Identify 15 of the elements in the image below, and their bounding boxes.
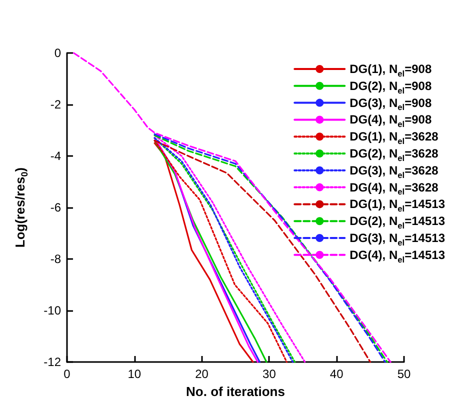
x-tick-label: 30	[262, 367, 276, 381]
y-tick-label: -2	[50, 98, 62, 112]
y-tick-label: -12	[44, 355, 62, 369]
y-tick-label: -4	[50, 149, 62, 163]
x-tick-label: 40	[330, 367, 344, 381]
y-axis-title: Log(res/res0)	[12, 167, 30, 248]
y-tick-label: -6	[50, 200, 62, 214]
x-tick-label: 50	[397, 367, 411, 381]
y-tick-label: -10	[44, 304, 62, 318]
y-tick-label: -8	[50, 252, 62, 266]
x-tick-label: 10	[128, 367, 142, 381]
x-tick-label: 20	[195, 367, 209, 381]
y-tick-label: 0	[54, 46, 62, 60]
x-axis-title: No. of iterations	[186, 384, 285, 399]
x-tick-label: 0	[64, 367, 71, 381]
